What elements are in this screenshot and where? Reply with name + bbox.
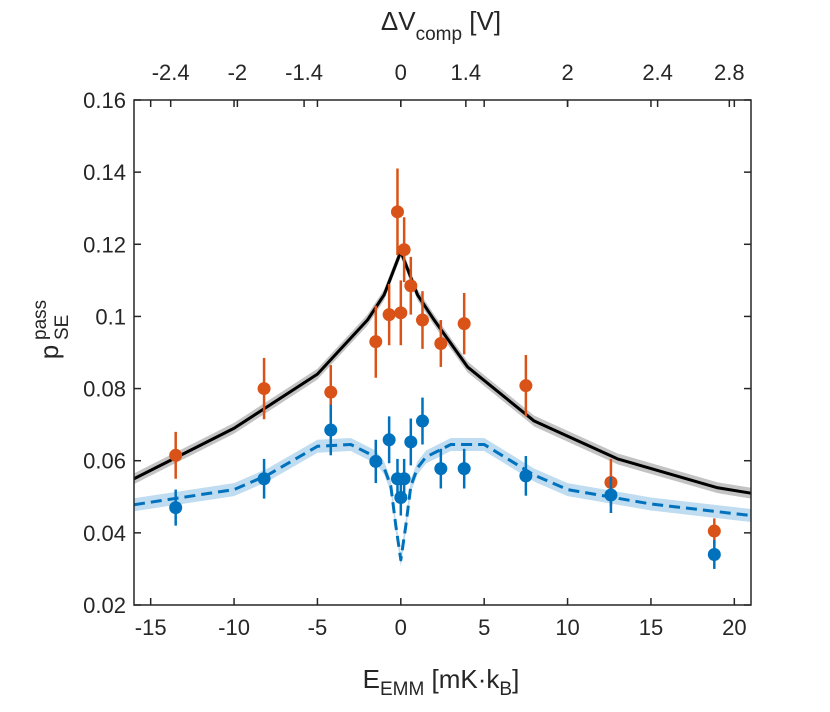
y-tick-label: 0.1 [95,304,126,329]
y-tick-label: 0.16 [83,88,126,113]
x-tick-label: 20 [722,615,746,640]
blue-data-point [604,488,618,502]
blue-data-point [707,548,721,561]
blue-data-point [457,462,471,476]
top-x-tick-label: -2 [228,60,248,85]
blue-data-point [324,423,338,437]
blue-data-point [369,454,383,468]
y-axis-label-sub: SE [52,315,73,340]
y-tick-label: 0.12 [83,232,126,257]
blue-data-point [169,501,183,515]
orange-data-point [324,385,338,399]
top-x-tick-label: 2.8 [714,60,745,85]
top-x-tick-label: 0 [395,60,407,85]
x-tick-label: -15 [135,615,167,640]
orange-data-point [404,279,418,293]
top-x-tick-label: 1.4 [451,60,482,85]
x-tick-label: 0 [395,615,407,640]
y-axis-label: p [34,345,64,359]
plot-frame [133,99,752,606]
y-axis-label-sup: pass [30,300,51,340]
y-tick-label: 0.08 [83,377,126,402]
blue-data-point [382,433,396,447]
top-x-tick-label: 2 [561,60,573,85]
blue-data-point [404,435,418,449]
model-lines [133,250,752,562]
blue-data-point [519,469,533,483]
orange-data-point [397,243,411,257]
blue-model-band [134,437,751,567]
blue-data-point [415,414,429,428]
x-tick-label: 15 [639,615,663,640]
orange-data-point [390,205,404,219]
black-model-band [134,246,751,499]
data-points [169,168,721,569]
orange-data-point [394,306,408,320]
top-x-tick-label: 2.4 [642,60,673,85]
top-x-axis-label: ΔVcomp [V] [381,6,501,45]
blue-data-point [257,472,271,486]
x-tick-label: 5 [478,615,490,640]
orange-data-point [457,317,471,331]
blue-data-point [434,462,448,476]
x-tick-label: -5 [308,615,328,640]
y-tick-label: 0.14 [83,160,126,185]
orange-data-point [415,313,429,327]
top-x-tick-label: -1.4 [285,60,323,85]
orange-data-point [519,379,533,393]
blue-data-point [394,491,408,505]
orange-data-point [369,335,383,349]
x-axis-label: EEMM [mK·kB] [363,664,520,700]
axis-ticks: -15 -10 -5 0 5 10 15 20 -2.4 -2 -1.4 0 1.4 2 2.4 2.8 0.0… [83,60,751,640]
x-tick-label: 10 [555,615,579,640]
model-bands [134,246,751,567]
blue-data-point [397,472,411,486]
orange-data-point [707,524,721,538]
orange-data-point [169,448,183,462]
x-tick-label: -10 [218,615,250,640]
orange-data-point [382,308,396,322]
orange-data-point [434,336,448,350]
black-model [133,250,752,495]
y-tick-label: 0.06 [83,449,126,474]
orange-data-point [257,382,271,396]
y-tick-label: 0.04 [83,521,126,546]
top-x-tick-label: -2.4 [152,60,190,85]
y-tick-label: 0.02 [83,593,126,618]
